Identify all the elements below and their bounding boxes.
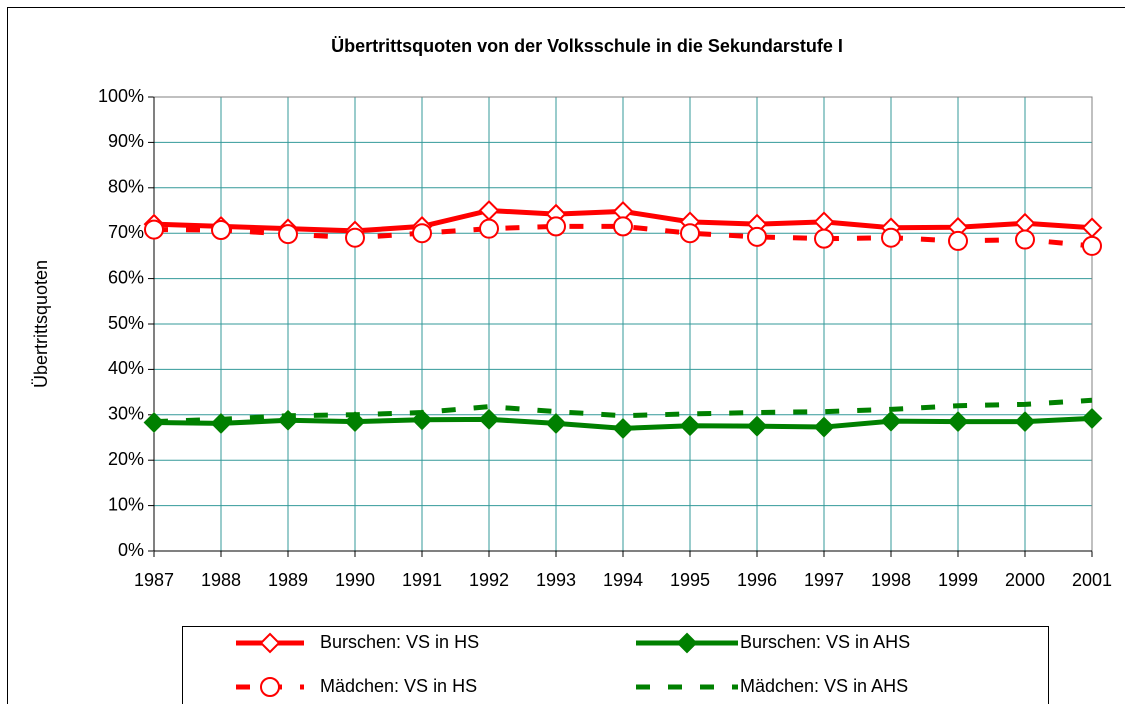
- data-point: [613, 216, 633, 237]
- x-tick-label: 1989: [268, 570, 308, 590]
- data-point: [143, 412, 165, 433]
- data-point: [747, 226, 767, 247]
- x-tick-label: 1997: [804, 570, 844, 590]
- y-tick-label: 100%: [98, 86, 144, 106]
- x-tick-label: 1998: [871, 570, 911, 590]
- data-point: [211, 220, 231, 241]
- x-tick-label: 1996: [737, 570, 777, 590]
- data-point: [546, 216, 566, 237]
- x-tick-label: 2000: [1005, 570, 1045, 590]
- legend-marker: [259, 632, 281, 654]
- y-tick-label: 70%: [108, 222, 144, 242]
- data-point: [680, 223, 700, 244]
- x-tick-label: 1995: [670, 570, 710, 590]
- legend-label: Mädchen: VS in HS: [320, 676, 477, 696]
- y-tick-label: 30%: [108, 404, 144, 424]
- x-tick-label: 1987: [134, 570, 174, 590]
- data-point: [144, 219, 164, 240]
- data-point: [411, 409, 433, 431]
- data-point: [881, 227, 901, 248]
- data-point: [813, 416, 835, 438]
- legend-label: Mädchen: VS in AHS: [740, 676, 908, 696]
- data-point: [947, 411, 969, 433]
- data-point: [344, 411, 366, 433]
- x-tick-label: 1993: [536, 570, 576, 590]
- legend-marker: [260, 677, 280, 697]
- x-tick-label: 2001: [1072, 570, 1112, 590]
- y-tick-label: 90%: [108, 131, 144, 151]
- legend: [182, 626, 1049, 704]
- data-point: [478, 408, 500, 430]
- x-tick-label: 1999: [938, 570, 978, 590]
- data-point: [278, 224, 298, 245]
- y-tick-label: 60%: [108, 267, 144, 287]
- y-axis-label: Übertrittsquoten: [31, 260, 51, 388]
- x-tick-label: 1994: [603, 570, 643, 590]
- data-point: [479, 218, 499, 239]
- data-point: [1014, 411, 1036, 433]
- data-point: [814, 228, 834, 249]
- data-point: [679, 415, 701, 437]
- data-point: [345, 227, 365, 248]
- y-tick-label: 80%: [108, 177, 144, 197]
- legend-label: Burschen: VS in HS: [320, 632, 479, 652]
- data-point: [746, 415, 768, 437]
- legend-label: Burschen: VS in AHS: [740, 632, 910, 652]
- x-tick-label: 1990: [335, 570, 375, 590]
- y-tick-label: 10%: [108, 494, 144, 514]
- data-point: [1082, 235, 1102, 256]
- data-point: [1081, 408, 1103, 429]
- x-tick-label: 1992: [469, 570, 509, 590]
- data-point: [277, 409, 299, 431]
- data-point: [948, 230, 968, 251]
- data-point: [545, 413, 567, 434]
- y-tick-label: 20%: [108, 449, 144, 469]
- x-tick-label: 1988: [201, 570, 241, 590]
- data-point: [412, 223, 432, 244]
- data-point: [1015, 229, 1035, 250]
- data-point: [612, 418, 634, 439]
- data-point: [880, 410, 902, 432]
- x-tick-label: 1991: [402, 570, 442, 590]
- chart-title: Übertrittsquoten von der Volksschule in …: [331, 36, 843, 56]
- data-point: [210, 413, 232, 434]
- y-tick-label: 50%: [108, 313, 144, 333]
- y-tick-label: 0%: [118, 540, 144, 560]
- y-tick-label: 40%: [108, 358, 144, 378]
- legend-marker: [676, 632, 698, 654]
